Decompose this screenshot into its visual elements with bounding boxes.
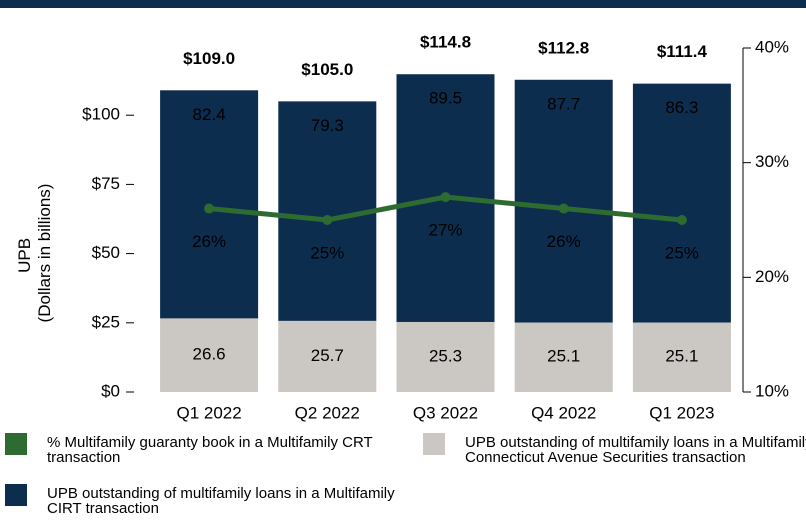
bar-segment xyxy=(514,322,613,392)
line-point xyxy=(204,203,215,214)
x-tick-label: Q3 2022 xyxy=(413,403,478,422)
total-label: $111.4 xyxy=(657,42,708,61)
line-label: 25% xyxy=(310,243,344,262)
bar-label: 89.5 xyxy=(429,89,462,108)
y-axis-title-line: UPB xyxy=(15,238,34,273)
bar-segment xyxy=(160,318,259,392)
bar-segment xyxy=(278,320,377,392)
legend-label: UPB outstanding of multifamily loans in … xyxy=(47,486,395,516)
line-point xyxy=(558,203,569,214)
y-tick-label: $75 xyxy=(92,174,120,193)
bar-label: 25.3 xyxy=(429,346,462,365)
legend-label: % Multifamily guaranty book in a Multifa… xyxy=(47,435,373,465)
x-tick-label: Q4 2022 xyxy=(531,403,596,422)
bar-label: 79.3 xyxy=(311,116,344,135)
total-label: $114.8 xyxy=(420,33,471,52)
y-axis-title: UPB (Dollars in billions) xyxy=(15,184,54,323)
bar-segment xyxy=(514,79,613,323)
y-tick-label: $50 xyxy=(92,243,120,262)
top-band xyxy=(0,0,806,8)
line-label: 26% xyxy=(547,232,581,251)
legend-swatch xyxy=(5,484,27,506)
y2-tick-label: 10% xyxy=(755,381,789,400)
line-point xyxy=(440,192,451,203)
x-tick-label: Q1 2022 xyxy=(176,403,241,422)
bar-label: 25.1 xyxy=(665,347,698,366)
line-label: 25% xyxy=(665,243,699,262)
total-label: $109.0 xyxy=(183,49,235,68)
legend-label: UPB outstanding of multifamily loans in … xyxy=(465,435,806,465)
bar-label: 26.6 xyxy=(193,345,226,364)
bar-segment xyxy=(396,321,495,392)
y-axis-title-line: (Dollars in billions) xyxy=(35,184,54,323)
bar-segment xyxy=(632,322,731,392)
line-label: 26% xyxy=(192,232,226,251)
bar-segment xyxy=(278,101,377,321)
bar-label: 87.7 xyxy=(547,94,580,113)
y-tick-label: $100 xyxy=(82,105,120,124)
bar-segment xyxy=(632,83,731,323)
y2-tick-label: 30% xyxy=(755,152,789,171)
x-tick-label: Q2 2022 xyxy=(295,403,360,422)
legend-swatch xyxy=(5,433,27,455)
y2-tick-label: 20% xyxy=(755,267,789,286)
y-tick-label: $0 xyxy=(101,381,120,400)
line-point xyxy=(676,215,687,225)
y2-tick-label: 40% xyxy=(755,37,789,56)
bar-label: 25.1 xyxy=(547,347,580,366)
bar-label: 86.3 xyxy=(665,98,698,117)
x-tick-label: Q1 2023 xyxy=(649,403,714,422)
y-tick-label: $25 xyxy=(92,312,120,331)
bar-label: 82.4 xyxy=(193,105,226,124)
bar-label: 25.7 xyxy=(311,346,344,365)
total-label: $105.0 xyxy=(301,60,353,79)
total-label: $112.8 xyxy=(538,38,589,57)
legend-swatch xyxy=(423,433,445,455)
line-point xyxy=(322,215,333,225)
line-label: 27% xyxy=(428,221,462,240)
